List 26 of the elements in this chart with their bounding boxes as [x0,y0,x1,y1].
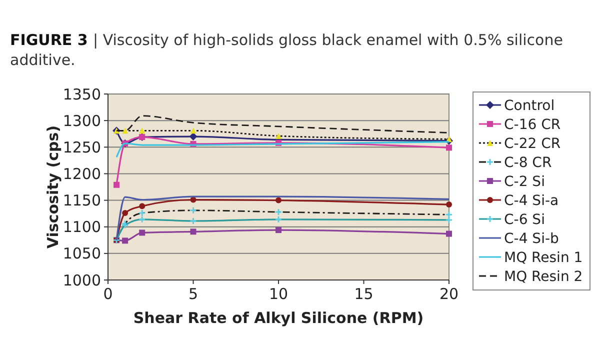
legend-label: Control [504,98,555,114]
x-tick-label: 20 [439,285,459,303]
legend-label: C-22 CR [504,136,561,152]
legend-label: C-8 CR [504,154,552,171]
y-axis-title: Viscosity (cps) [44,125,62,249]
x-tick-label: 10 [268,285,288,303]
y-tick-label: 1350 [62,85,101,104]
x-tick-label: 15 [354,285,374,303]
x-tick-label: 0 [103,285,113,303]
legend-label: MQ Resin 2 [504,268,583,285]
legend-label: MQ Resin 1 [504,250,583,266]
y-tick-label: 1100 [62,218,101,236]
legend-label: C-6 Si [504,212,545,228]
chart-title: FIGURE 3 | Viscosity of high-solids gloss black enamel with 0.5% silicone additive. [10,31,563,69]
y-tick-label: 1200 [62,164,101,183]
y-tick-label: 1250 [62,138,101,156]
y-tick-label: 1300 [62,112,101,130]
y-tick-label: 1000 [62,271,101,290]
legend-label: C-4 Si-b [504,230,560,247]
x-tick-label: 5 [188,285,198,303]
legend-label: C-16 CR [504,116,561,133]
y-tick-label: 1050 [62,244,101,263]
legend-label: C-4 Si-a [504,192,559,209]
y-tick-label: 1150 [62,192,101,210]
legend-label: C-2 Si [504,174,545,190]
x-axis-title: Shear Rate of Alkyl Silicone (RPM) [133,309,424,327]
